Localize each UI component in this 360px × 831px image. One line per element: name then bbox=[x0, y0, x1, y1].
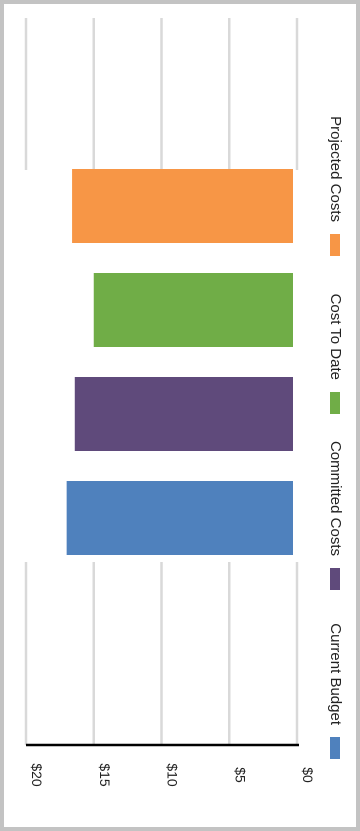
legend-label: Current Budget bbox=[327, 623, 344, 726]
legend-label: Cost To Date bbox=[327, 294, 344, 380]
bar-cost-to-date[interactable] bbox=[94, 273, 293, 347]
tick-label: $10 bbox=[165, 763, 181, 787]
legend-swatch bbox=[330, 568, 340, 590]
legend-label: Projected Costs bbox=[327, 116, 344, 222]
legend-swatch bbox=[330, 737, 340, 759]
bar-committed-costs[interactable] bbox=[75, 377, 293, 451]
legend-label: Committed Costs bbox=[327, 441, 344, 556]
bar-current-budget[interactable] bbox=[67, 481, 293, 555]
tick-label: $0 bbox=[300, 767, 316, 783]
legend-swatch bbox=[330, 392, 340, 414]
bar-projected-costs[interactable] bbox=[72, 169, 293, 243]
tick-label: $15 bbox=[97, 763, 113, 787]
tick-label: $20 bbox=[29, 763, 45, 787]
legend-swatch bbox=[330, 234, 340, 256]
tick-label: $5 bbox=[232, 767, 248, 783]
